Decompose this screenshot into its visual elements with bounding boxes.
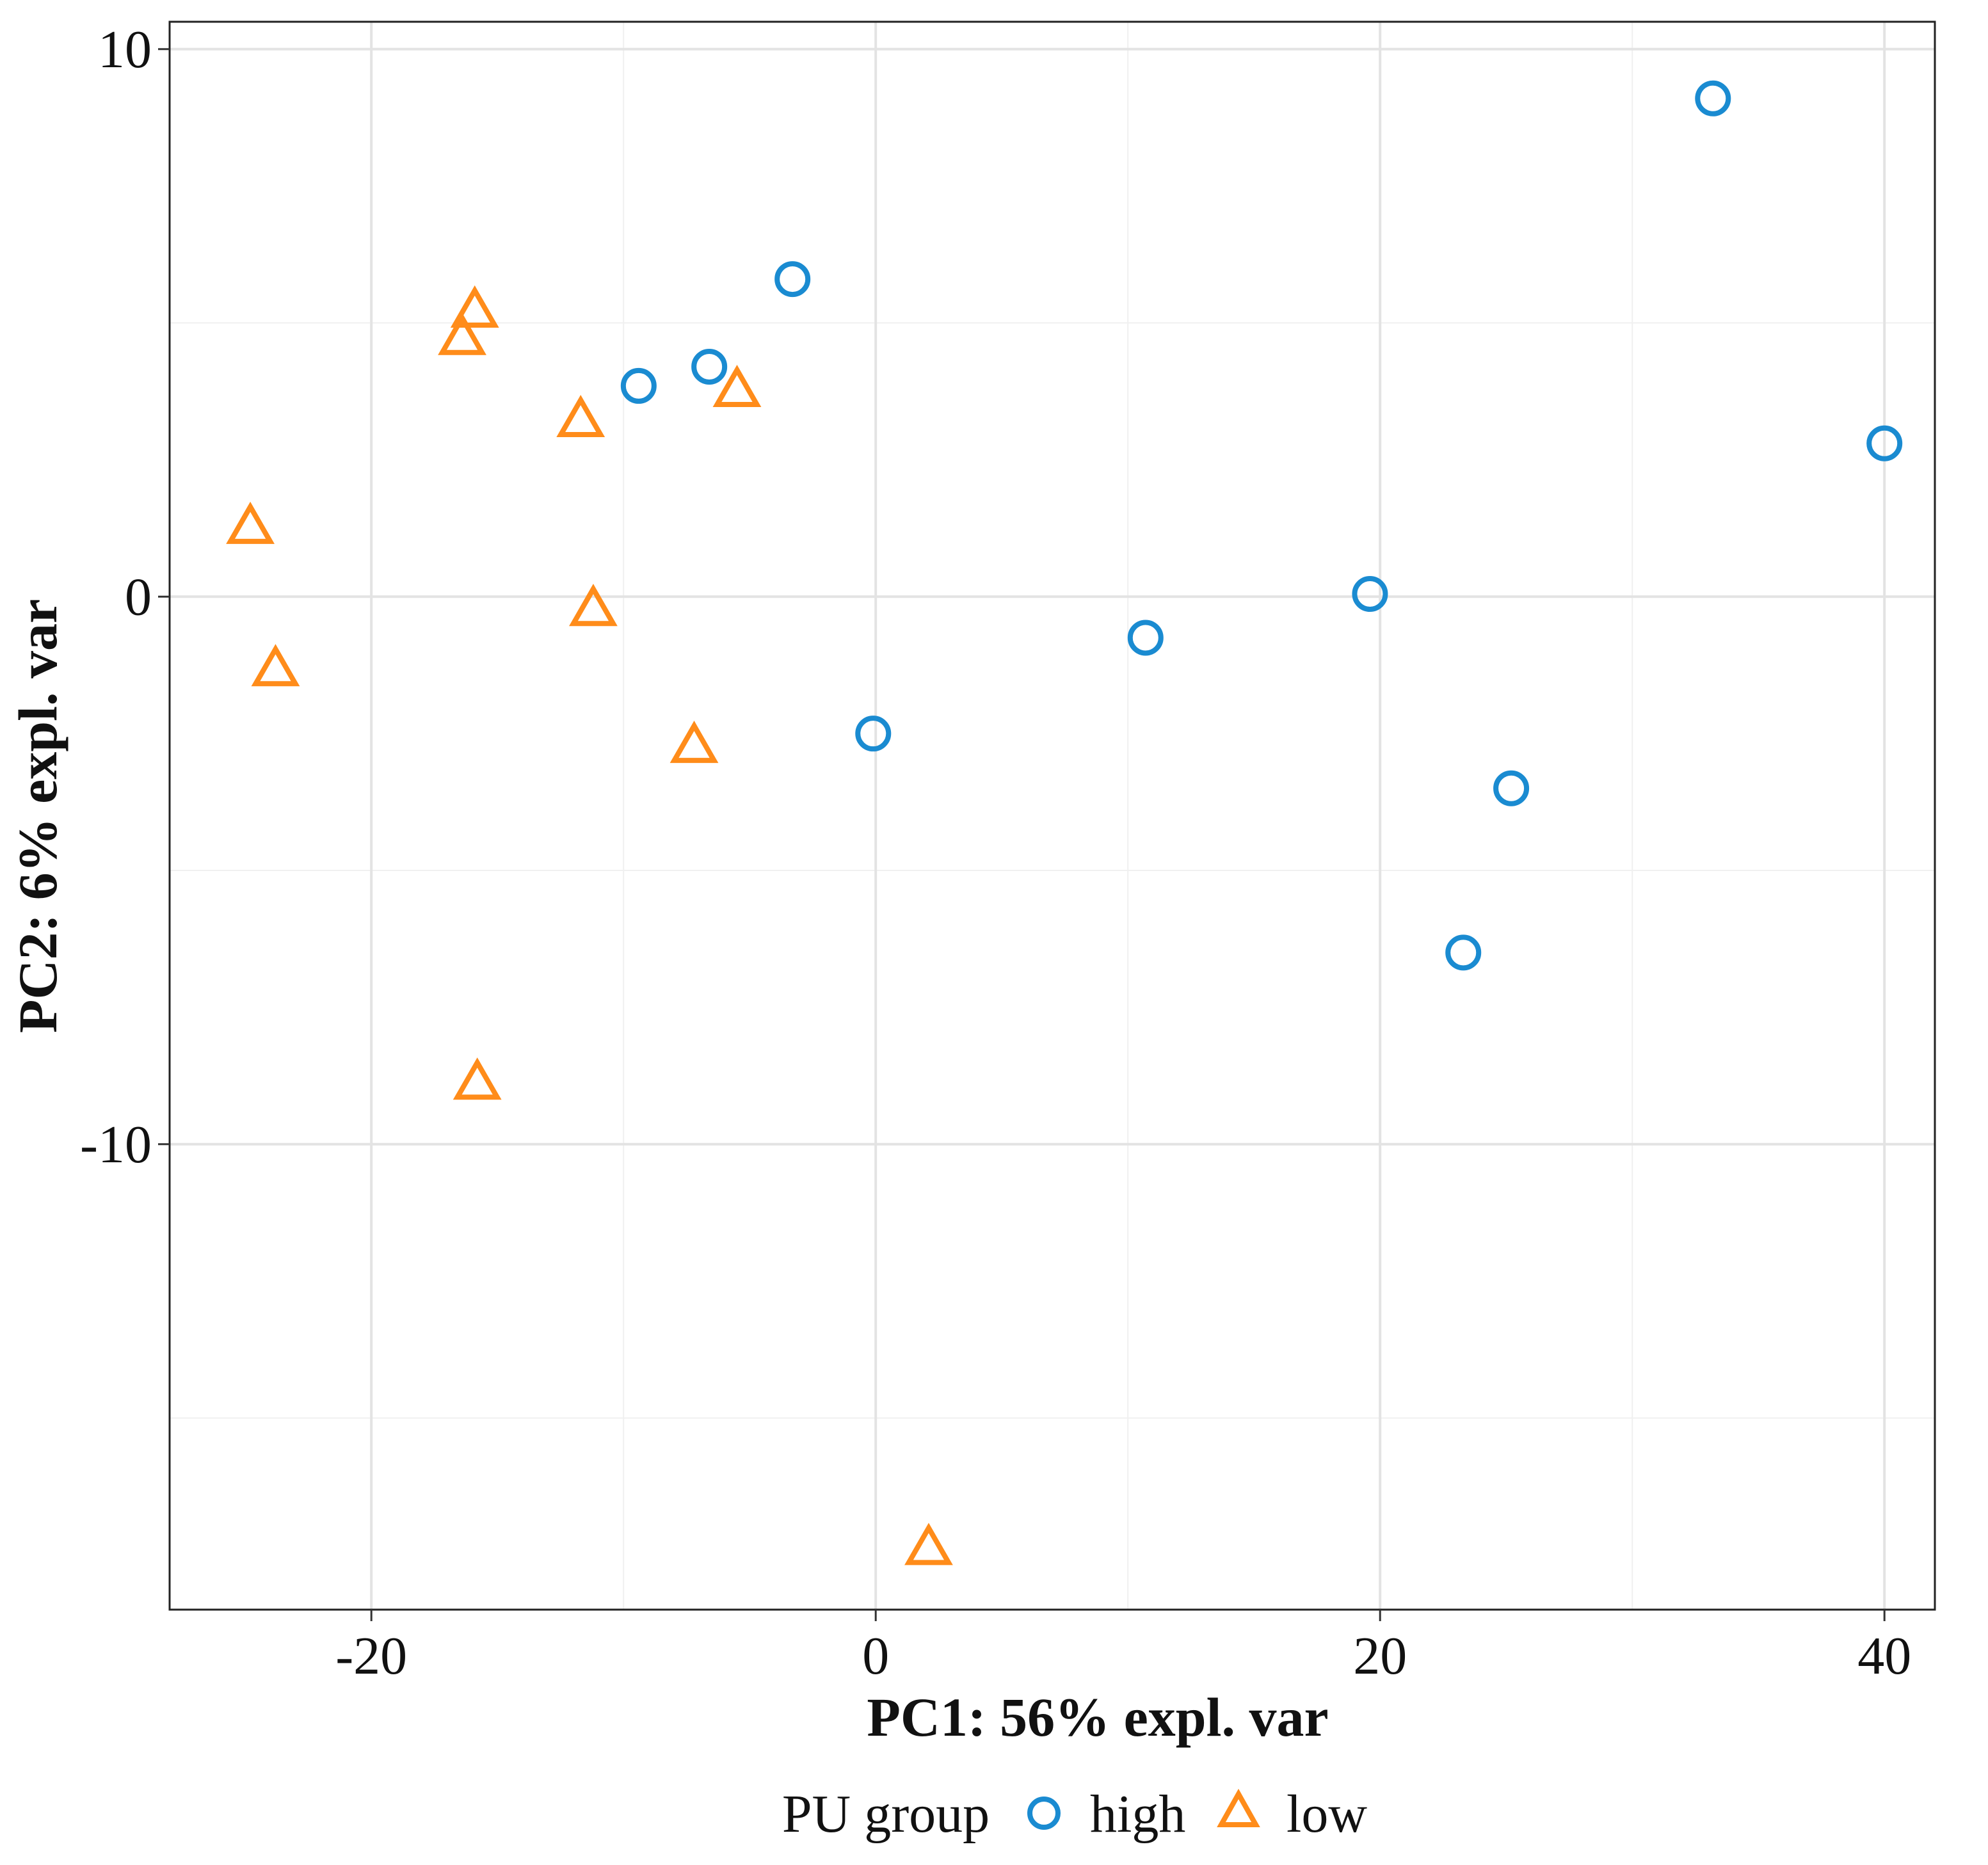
x-tick-label: -20 <box>335 1626 407 1686</box>
x-axis-label: PC1: 56% expl. var <box>867 1686 1328 1748</box>
data-point-low <box>712 364 762 407</box>
data-point-low <box>556 395 605 438</box>
data-point-low <box>450 285 499 328</box>
data-point-high <box>1352 576 1388 612</box>
data-point-high <box>620 367 657 404</box>
grid-layer <box>170 22 1935 1610</box>
x-tick-label: 0 <box>862 1626 889 1686</box>
data-point-high <box>1493 770 1530 806</box>
data-point-low <box>438 312 486 355</box>
y-tick-label: 0 <box>125 567 152 627</box>
x-axis: -20 0 20 40 <box>335 1610 1911 1686</box>
legend-low-marker <box>1217 1788 1260 1827</box>
y-tick-label: -10 <box>80 1115 152 1174</box>
data-point-low <box>453 1057 502 1100</box>
data-point-low <box>251 644 300 687</box>
legend-high-marker <box>1027 1797 1061 1830</box>
y-axis: 10 0 -10 <box>80 20 170 1174</box>
data-point-high <box>774 261 811 298</box>
y-axis-label: PC2: 6% expl. var <box>7 599 68 1033</box>
points-layer <box>226 80 1903 1565</box>
y-tick-label: 10 <box>98 20 152 79</box>
x-tick-label: 40 <box>1857 1626 1911 1686</box>
legend: PU group high low <box>782 1784 1368 1844</box>
data-point-high <box>1866 425 1903 461</box>
legend-low-label: low <box>1287 1784 1367 1844</box>
data-point-high <box>1127 620 1164 656</box>
data-point-low <box>569 584 618 627</box>
data-point-low <box>904 1523 953 1565</box>
data-point-high <box>691 348 728 385</box>
data-point-high <box>855 716 892 752</box>
legend-title: PU group <box>782 1784 990 1844</box>
data-point-high <box>1695 80 1731 116</box>
data-point-low <box>226 501 275 544</box>
data-point-high <box>1445 934 1482 971</box>
data-point-low <box>669 721 719 764</box>
panel-border <box>168 20 1936 1611</box>
x-tick-label: 20 <box>1353 1626 1407 1686</box>
legend-high-label: high <box>1090 1784 1185 1844</box>
